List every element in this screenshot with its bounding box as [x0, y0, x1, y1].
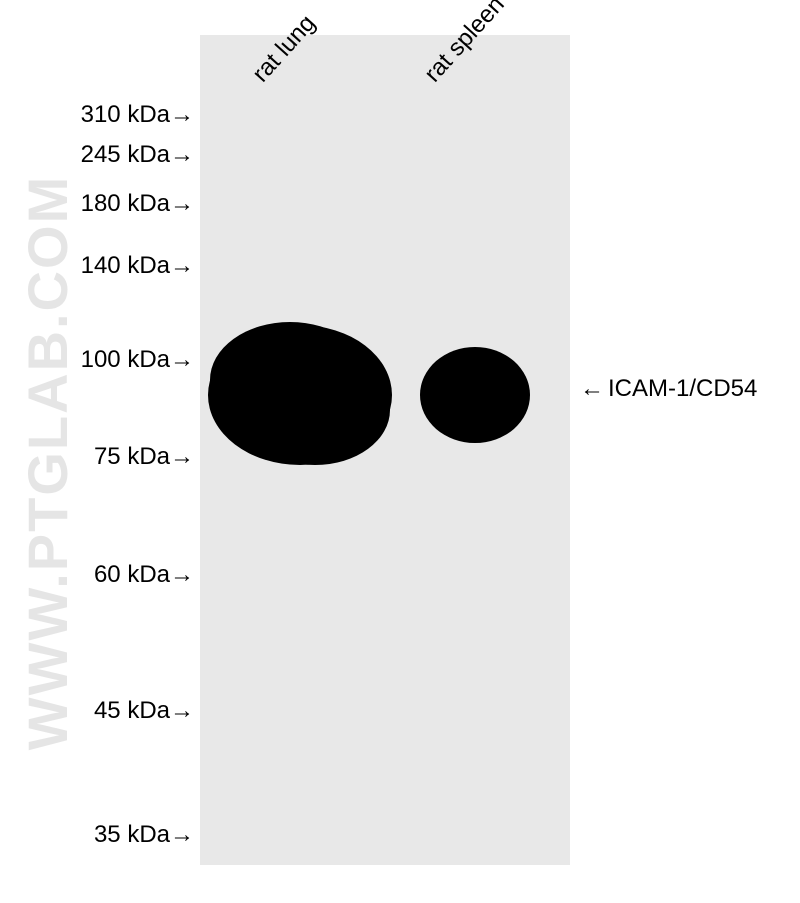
marker-35: 35 kDa→ [94, 821, 194, 849]
marker-245: 245 kDa→ [81, 141, 194, 169]
marker-180: 180 kDa→ [81, 190, 194, 218]
watermark-label: WWW.PTGLAB.COM [16, 175, 79, 750]
marker-310: 310 kDa→ [81, 101, 194, 129]
marker-75: 75 kDa→ [94, 443, 194, 471]
marker-100: 100 kDa→ [81, 346, 194, 374]
band-lane1-ext [240, 355, 390, 465]
blot-container: WWW.PTGLAB.COM rat lung rat spleen 310 k… [0, 0, 800, 903]
watermark-text: WWW.PTGLAB.COM [15, 175, 80, 750]
marker-45: 45 kDa→ [94, 697, 194, 725]
marker-60: 60 kDa→ [94, 561, 194, 589]
band-svg [200, 35, 570, 865]
target-name: ICAM-1/CD54 [608, 375, 757, 402]
blot-membrane [200, 35, 570, 865]
marker-140: 140 kDa→ [81, 252, 194, 280]
band-lane2-core [422, 350, 518, 430]
arrow-left-icon: ← [580, 375, 604, 403]
target-label: ←ICAM-1/CD54 [580, 375, 757, 403]
